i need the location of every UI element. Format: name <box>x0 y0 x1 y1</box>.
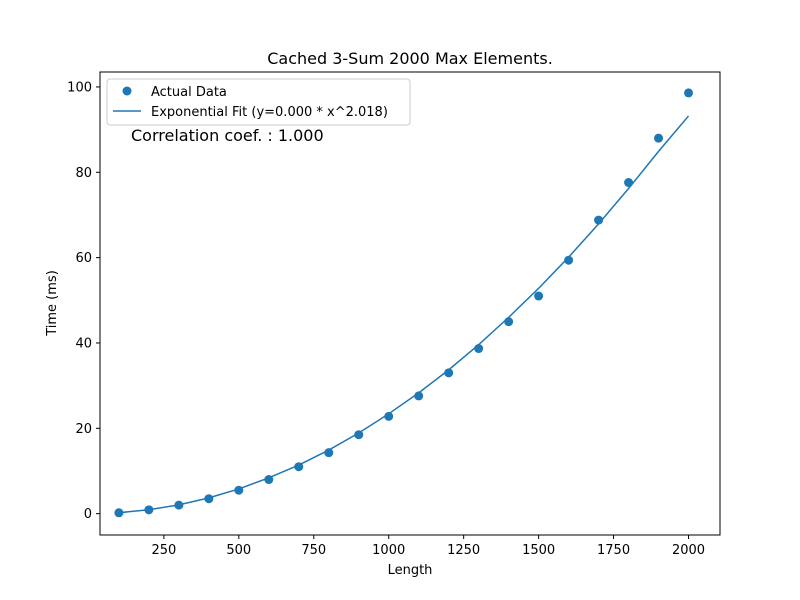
x-tick-label: 1000 <box>372 543 405 558</box>
data-point <box>684 88 694 98</box>
x-tick-label: 2000 <box>672 543 705 558</box>
points-layer <box>114 88 694 518</box>
data-point <box>174 500 184 510</box>
chart-title: Cached 3-Sum 2000 Max Elements. <box>267 49 553 68</box>
data-point <box>624 178 634 188</box>
y-tick-label: 100 <box>67 80 92 95</box>
data-point <box>234 485 244 495</box>
series-line-exponential-fit <box>118 115 690 514</box>
legend-box <box>106 78 411 126</box>
legend: Actual Data Exponential Fit (y=0.000 * x… <box>106 78 411 126</box>
data-point <box>354 430 364 440</box>
y-tick-label: 60 <box>75 251 92 266</box>
correlation-annotation: Correlation coef. : 1.000 <box>131 126 324 145</box>
x-axis-label: Length <box>388 563 433 578</box>
y-tick-label: 40 <box>75 336 92 351</box>
x-tick-label: 250 <box>151 543 176 558</box>
x-tick-label: 750 <box>301 543 326 558</box>
legend-marker-actual-data <box>122 86 132 96</box>
y-axis-ticks: 0 20 40 60 80 100 <box>67 80 100 522</box>
x-tick-label: 1750 <box>597 543 630 558</box>
data-point <box>144 505 154 515</box>
legend-label-exponential-fit: Exponential Fit (y=0.000 * x^2.018) <box>151 105 388 120</box>
data-point <box>264 475 274 485</box>
data-point <box>204 494 214 504</box>
data-point <box>534 291 544 301</box>
y-tick-label: 20 <box>75 422 92 437</box>
fit-layer <box>118 115 690 514</box>
data-point <box>324 448 334 458</box>
x-tick-label: 500 <box>226 543 251 558</box>
data-point <box>594 215 604 225</box>
x-axis-ticks: 250 500 750 1000 1250 1500 1750 2000 <box>151 535 705 558</box>
data-point <box>564 255 574 265</box>
data-point <box>294 462 304 472</box>
data-point <box>114 508 124 518</box>
data-point <box>654 133 664 143</box>
plot-frame <box>99 71 721 536</box>
data-point <box>414 391 424 401</box>
data-point <box>474 344 484 354</box>
legend-label-actual-data: Actual Data <box>151 85 227 100</box>
y-axis-label: Time (ms) <box>45 270 60 337</box>
data-point <box>384 411 394 421</box>
y-tick-label: 80 <box>75 166 92 181</box>
data-point <box>504 317 514 327</box>
x-tick-label: 1250 <box>447 543 480 558</box>
y-tick-label: 0 <box>84 507 92 522</box>
x-tick-label: 1500 <box>522 543 555 558</box>
data-point <box>444 368 454 378</box>
